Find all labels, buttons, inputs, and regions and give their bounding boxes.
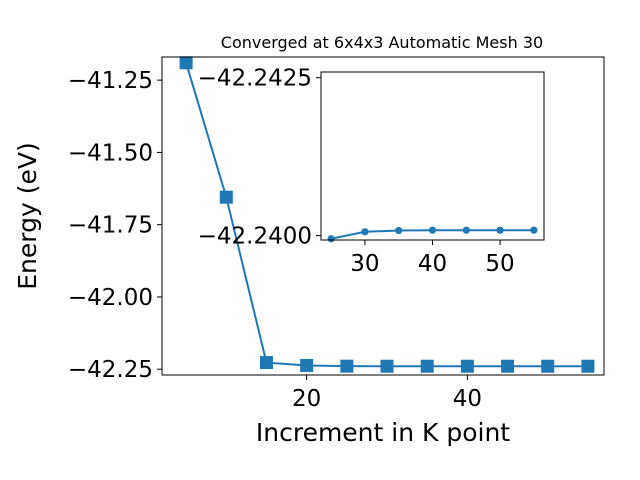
inset-x-tick-label: 30 bbox=[350, 251, 379, 277]
main-data-point bbox=[541, 359, 555, 373]
main-y-ticks: −41.25 −41.50 −41.75 −42.00 −42.25 bbox=[68, 68, 162, 383]
main-y-tick-label: −42.25 bbox=[68, 357, 153, 383]
inset-data-point bbox=[530, 226, 538, 234]
main-chart-title: Converged at 6x4x3 Automatic Mesh 30 bbox=[221, 33, 543, 52]
inset-x-tick-label: 50 bbox=[485, 251, 514, 277]
main-x-tick-label: 40 bbox=[453, 386, 482, 412]
main-x-tick-label: 20 bbox=[292, 386, 321, 412]
main-x-ticks: 20 40 bbox=[292, 375, 482, 412]
inset-plot-background bbox=[321, 72, 544, 240]
main-data-point bbox=[219, 190, 233, 204]
inset-y-tick-label: −42.2425 bbox=[198, 66, 312, 92]
main-plot-frame bbox=[161, 56, 605, 376]
main-y-tick-label: −42.00 bbox=[68, 285, 153, 311]
main-data-point bbox=[259, 356, 273, 370]
inset-data-point bbox=[462, 226, 470, 234]
main-y-axis-label: Energy (eV) bbox=[13, 142, 42, 289]
main-data-point bbox=[340, 359, 354, 373]
main-data-point bbox=[300, 358, 314, 372]
inset-x-tick-label: 40 bbox=[418, 251, 447, 277]
inset-y-tick-label: −42.2400 bbox=[198, 224, 312, 250]
inset-x-ticks: 30 40 50 bbox=[350, 240, 515, 277]
inset-data-point bbox=[395, 226, 403, 235]
inset-data-point bbox=[496, 226, 504, 234]
main-x-axis-label: Increment in K point bbox=[256, 418, 510, 447]
main-data-point bbox=[179, 56, 193, 70]
inset-data-point bbox=[361, 228, 369, 236]
main-y-tick-label: −41.50 bbox=[68, 140, 153, 166]
inset-chart: 30 40 50 −42.2425 −42.2400 bbox=[198, 66, 545, 277]
inset-series bbox=[327, 226, 538, 243]
main-data-point bbox=[501, 359, 515, 373]
main-data-point bbox=[380, 359, 394, 373]
main-y-tick-label: −41.75 bbox=[68, 213, 153, 239]
main-y-tick-label: −41.25 bbox=[68, 68, 153, 94]
inset-y-ticks: −42.2425 −42.2400 bbox=[198, 66, 321, 250]
main-chart: Converged at 6x4x3 Automatic Mesh 30 20 4… bbox=[13, 33, 605, 447]
main-series bbox=[179, 56, 595, 373]
main-data-point bbox=[420, 359, 434, 373]
inset-data-point bbox=[327, 235, 335, 243]
inset-data-point bbox=[428, 226, 437, 234]
main-data-point bbox=[460, 359, 474, 373]
main-data-point bbox=[581, 359, 595, 373]
